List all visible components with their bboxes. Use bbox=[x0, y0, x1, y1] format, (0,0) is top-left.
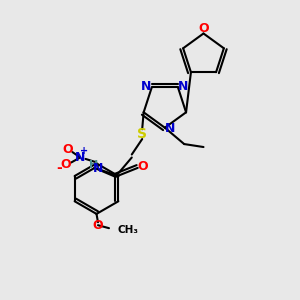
Text: O: O bbox=[138, 160, 148, 173]
Text: H: H bbox=[88, 160, 98, 170]
Text: CH₃: CH₃ bbox=[118, 225, 139, 235]
Text: +: + bbox=[80, 146, 88, 156]
Text: O: O bbox=[61, 158, 71, 171]
Text: O: O bbox=[199, 22, 209, 34]
Text: S: S bbox=[137, 127, 147, 141]
Text: O: O bbox=[93, 219, 103, 232]
Text: O: O bbox=[62, 142, 73, 156]
Text: N: N bbox=[178, 80, 188, 93]
Text: N: N bbox=[75, 151, 85, 164]
Text: N: N bbox=[93, 162, 104, 175]
Text: -: - bbox=[56, 161, 62, 175]
Text: N: N bbox=[141, 80, 152, 93]
Text: N: N bbox=[165, 122, 175, 135]
